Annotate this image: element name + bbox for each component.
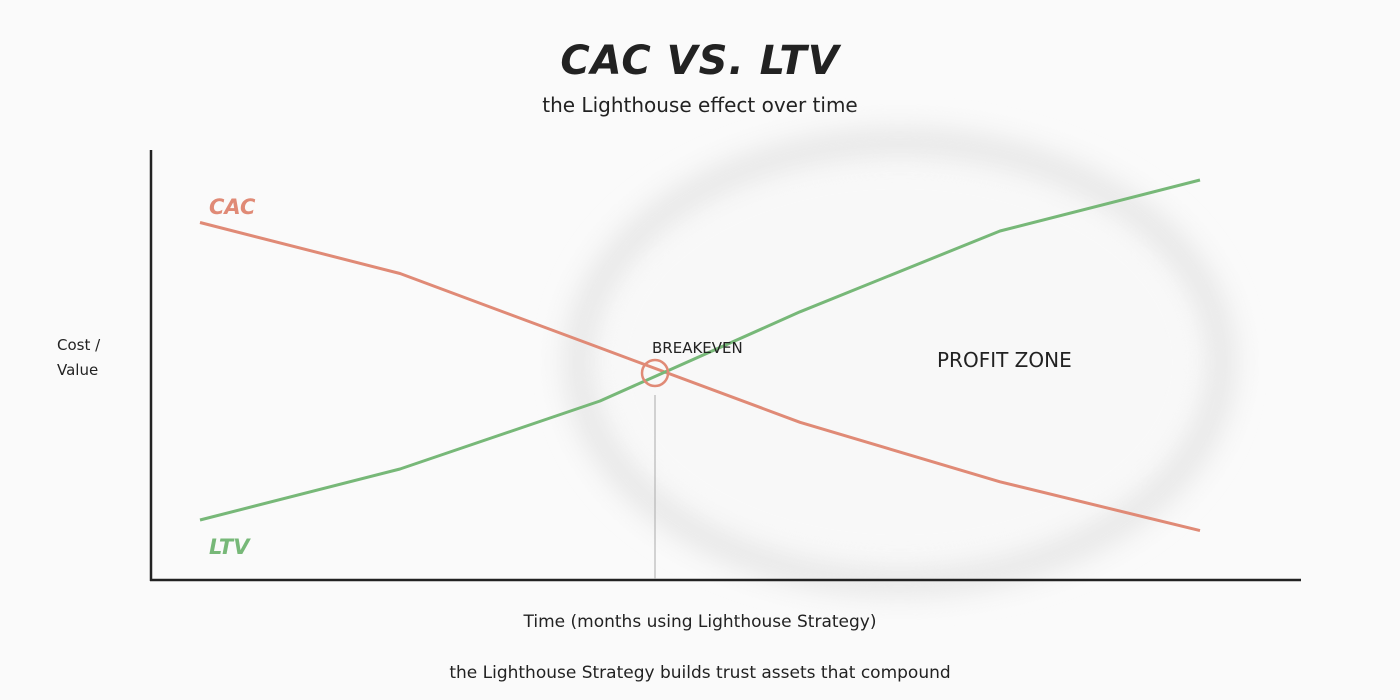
profit-zone-label: PROFIT ZONE: [937, 348, 1072, 372]
y-axis-label: Cost / Value: [57, 333, 117, 383]
chart-subtitle: the Lighthouse effect over time: [542, 93, 858, 117]
ltv-line: [199, 178, 1201, 522]
breakeven-marker: [640, 358, 670, 388]
y-axis-label-line1: Cost /: [57, 336, 101, 354]
x-axis-label: Time (months using Lighthouse Strategy): [523, 612, 877, 632]
cac-series-label: CAC: [209, 195, 256, 219]
y-axis-label-line2: Value: [57, 361, 99, 379]
ltv-series-label: LTV: [209, 535, 250, 559]
chart-caption: the Lighthouse Strategy builds trust ass…: [449, 663, 951, 683]
breakeven-label: BREAKEVEN: [652, 339, 743, 357]
cac-line: [199, 221, 1201, 533]
chart-title: CAC VS. LTV: [560, 38, 840, 84]
